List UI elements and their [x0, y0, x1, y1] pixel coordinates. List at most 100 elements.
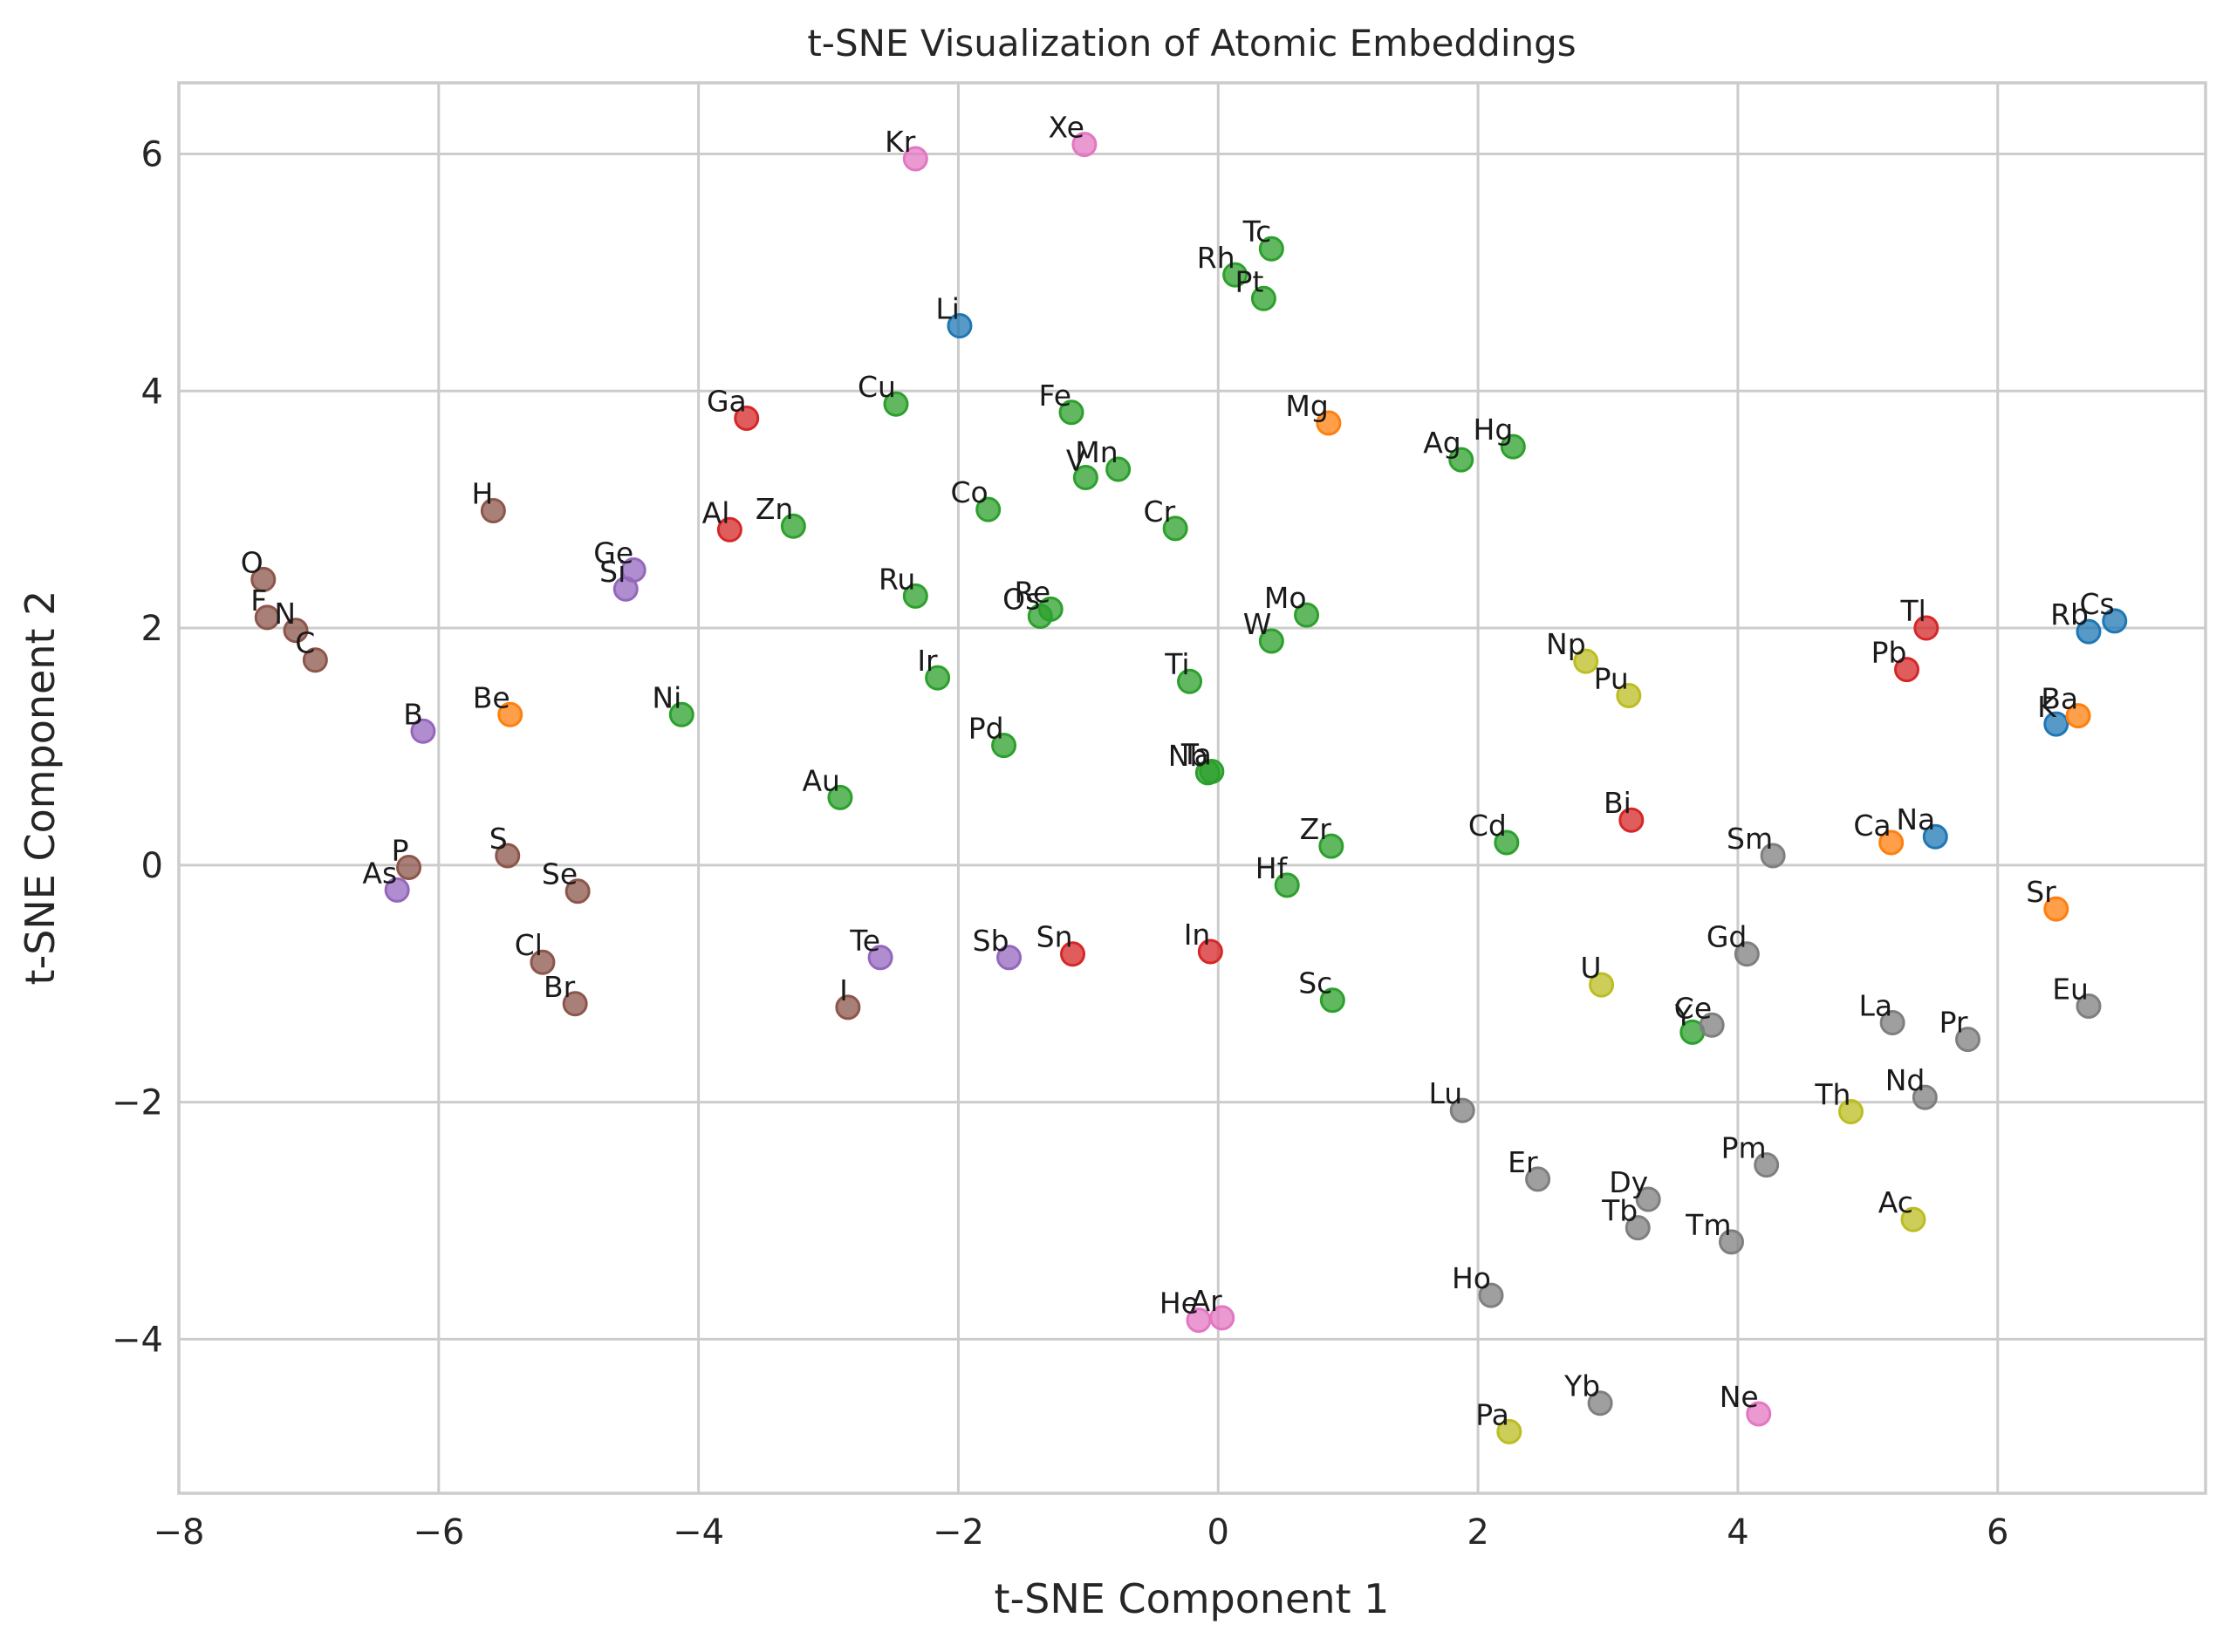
point-label-sr: Sr [2026, 875, 2056, 909]
point-label-tl: Tl [1900, 594, 1926, 628]
point-label-hg: Hg [1474, 413, 1514, 447]
data-point-f [254, 604, 280, 631]
x-tick-label: 0 [1207, 1512, 1229, 1553]
point-label-mo: Mo [1264, 581, 1307, 615]
data-point-hf [1274, 872, 1300, 898]
data-point-n [283, 618, 309, 644]
point-label-ho: Ho [1452, 1261, 1491, 1295]
data-point-np [1573, 648, 1599, 674]
data-point-dy [1635, 1186, 1661, 1212]
data-point-te [867, 945, 893, 971]
point-label-sc: Sc [1298, 966, 1332, 1000]
data-point-in [1197, 939, 1223, 965]
data-point-sm [1760, 843, 1786, 869]
plot-area [177, 81, 2207, 1495]
data-point-ni [668, 701, 694, 727]
x-axis-label: t-SNE Component 1 [995, 1575, 1390, 1622]
point-label-cd: Cd [1468, 809, 1507, 843]
point-label-yb: Yb [1563, 1369, 1600, 1403]
data-point-ta [1199, 758, 1225, 784]
point-label-dy: Dy [1609, 1165, 1648, 1199]
point-label-ba: Ba [2041, 682, 2078, 716]
data-point-co [975, 496, 1002, 522]
point-label-ta: Ta [1180, 737, 1212, 771]
point-label-h: H [472, 477, 494, 511]
data-point-bi [1618, 807, 1645, 833]
data-point-as [384, 877, 410, 903]
point-label-be: Be [473, 680, 510, 714]
point-label-cr: Cr [1144, 495, 1176, 529]
data-point-i [835, 994, 861, 1021]
x-tick-label: 4 [1727, 1512, 1748, 1553]
data-point-au [827, 784, 853, 810]
point-label-al: Al [702, 495, 730, 529]
point-label-cu: Cu [858, 370, 896, 404]
point-label-rb: Rb [2050, 597, 2089, 631]
data-point-os [1027, 603, 1053, 629]
point-label-la: La [1859, 989, 1893, 1023]
point-label-pt: Pt [1235, 264, 1264, 298]
data-point-cr [1162, 515, 1188, 542]
point-label-in: In [1184, 918, 1211, 952]
point-label-pd: Pd [968, 712, 1004, 746]
point-label-pr: Pr [1939, 1006, 1968, 1040]
data-point-fe [1058, 399, 1084, 426]
point-label-os: Os [1002, 582, 1040, 616]
data-point-k [2043, 711, 2069, 737]
data-point-li [947, 313, 973, 339]
point-label-lu: Lu [1428, 1076, 1462, 1110]
y-tick-label: 6 [141, 135, 163, 175]
data-point-ar [1209, 1305, 1235, 1331]
data-point-tc [1258, 236, 1284, 262]
data-point-ru [902, 583, 928, 609]
y-tick-label: 0 [141, 846, 163, 886]
point-label-np: Np [1546, 627, 1586, 661]
data-point-al [716, 516, 742, 543]
point-label-li: Li [935, 292, 960, 326]
point-label-y: Y [1674, 998, 1693, 1032]
point-label-ag: Ag [1423, 426, 1461, 460]
point-label-si: Si [599, 555, 626, 589]
tick-labels: −8 −6 −4 −2 0 2 4 6 −4 −2 0 2 4 6 [112, 135, 2008, 1553]
data-point-zr [1318, 833, 1344, 859]
point-label-sm: Sm [1727, 822, 1773, 856]
point-label-ac: Ac [1878, 1185, 1913, 1219]
data-point-c [302, 647, 328, 673]
point-label-mg: Mg [1285, 389, 1328, 423]
point-label-he: He [1159, 1287, 1199, 1321]
point-label-ti: Ti [1164, 647, 1189, 681]
point-label-au: Au [802, 763, 840, 797]
point-label-te: Te [849, 924, 880, 958]
point-label-er: Er [1508, 1145, 1538, 1179]
data-point-s [495, 843, 521, 869]
data-point-lu [1449, 1097, 1475, 1123]
point-label-bi: Bi [1604, 786, 1631, 820]
point-label-kr: Kr [885, 125, 916, 159]
data-point-u [1589, 972, 1615, 998]
point-label-i: I [839, 973, 848, 1007]
grid [179, 83, 2206, 1493]
point-label-rh: Rh [1197, 241, 1235, 275]
data-point-be [497, 701, 523, 727]
x-tick-label: 6 [1987, 1512, 2008, 1553]
point-label-mn: Mn [1075, 435, 1118, 469]
point-label-zn: Zn [756, 492, 794, 526]
point-label-ge: Ge [593, 536, 633, 570]
x-tick-label: −2 [933, 1512, 984, 1553]
point-label-fe: Fe [1039, 379, 1071, 413]
point-label-sn: Sn [1036, 920, 1073, 954]
data-point-b [410, 718, 436, 744]
data-point-h [480, 498, 506, 524]
data-point-ca [1878, 829, 1905, 856]
point-label-w: W [1243, 607, 1272, 641]
data-point-ag [1448, 447, 1474, 473]
data-point-sr [2043, 896, 2069, 922]
data-point-sc [1319, 987, 1345, 1014]
point-label-gd: Gd [1707, 920, 1748, 954]
point-label-o: O [241, 545, 263, 579]
data-point-mo [1294, 602, 1320, 628]
data-point-yb [1587, 1390, 1613, 1416]
x-tick-label: −4 [673, 1512, 724, 1553]
